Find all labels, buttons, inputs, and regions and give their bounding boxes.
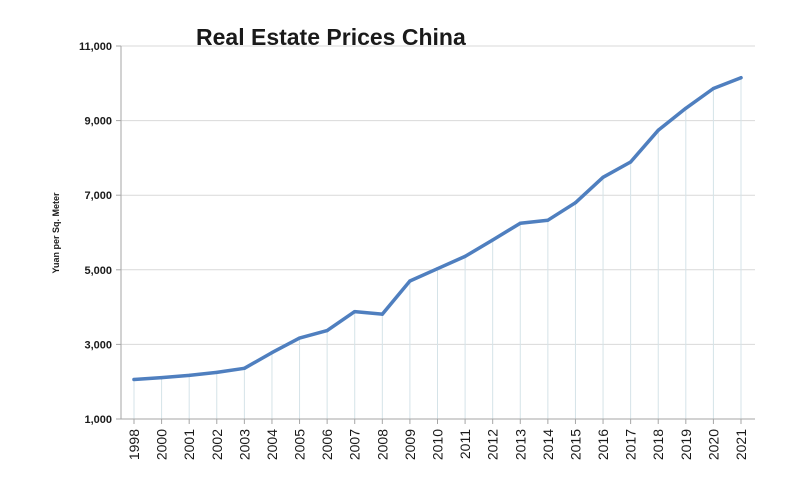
data-point xyxy=(711,86,716,91)
data-point xyxy=(491,238,495,242)
y-tick-label: 11,000 xyxy=(79,41,112,53)
y-tick-label: 5,000 xyxy=(84,265,112,277)
data-point xyxy=(380,312,384,316)
data-point xyxy=(463,254,467,258)
data-point xyxy=(739,76,743,80)
data-point xyxy=(435,267,440,271)
data-point xyxy=(546,218,550,222)
x-tick-label: 2016 xyxy=(595,429,611,460)
x-tick-label: 2013 xyxy=(512,429,528,460)
data-point xyxy=(408,279,412,283)
y-tick-label: 9,000 xyxy=(84,116,112,128)
data-point xyxy=(242,366,246,370)
data-point xyxy=(297,336,302,340)
data-point xyxy=(573,201,578,205)
data-point xyxy=(325,328,329,333)
data-point xyxy=(187,373,191,377)
y-tick-label: 1,000 xyxy=(84,414,112,426)
data-point xyxy=(215,370,219,374)
x-tick-label: 2011 xyxy=(457,429,473,459)
x-tick-label: 2006 xyxy=(319,429,335,460)
data-point xyxy=(629,160,633,164)
x-tick-label: 2018 xyxy=(650,429,666,460)
x-tick-label: 2001 xyxy=(181,429,197,460)
x-tick-label: 2015 xyxy=(567,429,583,460)
x-tick-label: 2007 xyxy=(347,429,363,460)
data-point xyxy=(656,128,660,132)
x-tick-label: 2020 xyxy=(705,429,721,460)
y-tick-label: 3,000 xyxy=(84,339,112,351)
x-tick-label: 2008 xyxy=(374,429,390,460)
x-tick-label: 1998 xyxy=(126,429,142,460)
x-tick-label: 2000 xyxy=(154,429,170,460)
x-tick-label: 2004 xyxy=(264,429,280,460)
data-point xyxy=(518,221,522,225)
x-tick-label: 2019 xyxy=(678,429,694,460)
x-tick-label: 2021 xyxy=(733,429,749,460)
x-tick-label: 2005 xyxy=(292,429,308,460)
x-tick-label: 2017 xyxy=(623,429,639,460)
data-point xyxy=(159,375,164,380)
x-tick-label: 2003 xyxy=(236,429,252,460)
x-tick-label: 2002 xyxy=(209,429,225,460)
x-tick-label: 2012 xyxy=(485,429,501,460)
x-tick-label: 2009 xyxy=(402,429,418,460)
x-tick-label: 2014 xyxy=(540,429,556,460)
x-tick-label: 2010 xyxy=(430,429,446,460)
y-tick-label: 7,000 xyxy=(84,190,112,202)
data-point xyxy=(353,309,357,314)
data-point xyxy=(132,377,136,382)
data-point xyxy=(601,175,605,179)
data-point xyxy=(684,106,688,110)
data-point xyxy=(270,351,274,355)
